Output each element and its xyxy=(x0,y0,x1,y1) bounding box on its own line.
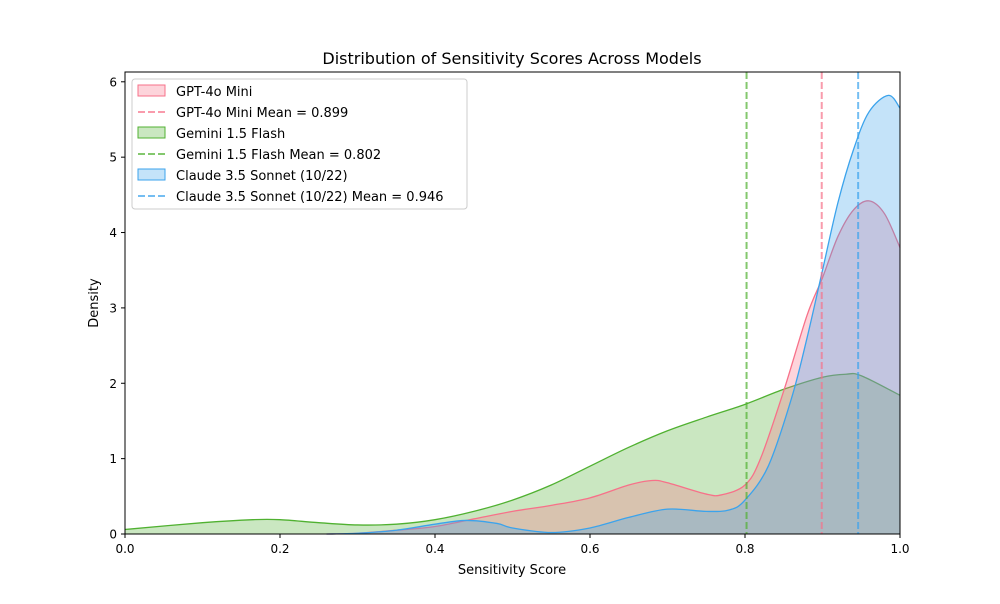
y-tick-label: 5 xyxy=(109,151,117,165)
legend-mean-label-1: Gemini 1.5 Flash Mean = 0.802 xyxy=(176,148,381,163)
x-tick-label: 0.4 xyxy=(425,542,444,556)
x-axis-ticks: 0.0 0.2 0.4 0.6 0.8 1.0 xyxy=(115,534,910,556)
y-tick-label: 4 xyxy=(109,226,117,240)
legend-mean-label-0: GPT-4o Mini Mean = 0.899 xyxy=(176,106,348,121)
density-fill-0 xyxy=(326,200,900,534)
x-axis-label: Sensitivity Score xyxy=(458,563,566,578)
legend-label-1: Gemini 1.5 Flash xyxy=(176,127,285,142)
density-line-1 xyxy=(124,372,901,531)
legend-label-2: Claude 3.5 Sonnet (10/22) xyxy=(176,169,348,184)
legend-label-0: GPT-4o Mini xyxy=(176,85,252,100)
mean-lines xyxy=(745,72,860,534)
y-tick-label: 0 xyxy=(109,528,117,542)
plot-frame xyxy=(124,71,901,535)
x-tick-label: 0.0 xyxy=(115,542,134,556)
y-tick-label: 6 xyxy=(109,75,117,89)
y-tick-label: 1 xyxy=(109,452,117,466)
density-line-2 xyxy=(326,94,901,535)
x-tick-label: 0.8 xyxy=(735,542,754,556)
x-tick-label: 0.2 xyxy=(270,542,289,556)
legend-swatch-1 xyxy=(137,126,166,139)
chart-title: Distribution of Sensitivity Scores Acros… xyxy=(322,49,701,68)
density-fill-2 xyxy=(326,95,900,534)
y-tick-label: 3 xyxy=(109,301,117,315)
y-axis-label: Density xyxy=(87,278,102,328)
y-axis-ticks: 0 1 2 3 4 5 6 xyxy=(109,75,125,542)
legend-swatch-2 xyxy=(137,168,166,181)
x-tick-label: 0.6 xyxy=(580,542,599,556)
legend-swatch-0 xyxy=(137,84,166,97)
x-tick-label: 1.0 xyxy=(890,542,909,556)
legend-box xyxy=(131,78,468,210)
legend-mean-label-2: Claude 3.5 Sonnet (10/22) Mean = 0.946 xyxy=(176,190,444,205)
density-areas xyxy=(124,94,901,535)
legend: GPT-4o Mini GPT-4o Mini Mean = 0.899 Gemin… xyxy=(131,78,468,210)
y-tick-label: 2 xyxy=(109,377,117,391)
